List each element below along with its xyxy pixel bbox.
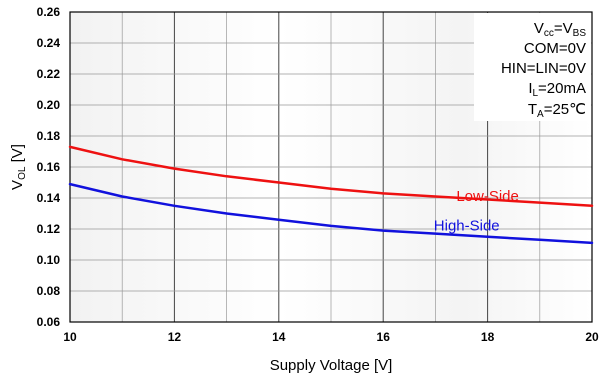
- x-axis-title: Supply Voltage [V]: [270, 357, 393, 374]
- condition-vcc-sub: cc: [544, 28, 554, 39]
- series-label-low-side: Low-Side: [456, 188, 519, 205]
- x-tick-label: 10: [63, 330, 77, 344]
- y-axis-title-unit: [V]: [9, 144, 26, 167]
- y-tick-label: 0.10: [37, 253, 61, 267]
- condition-il-text2: =20mA: [538, 80, 586, 97]
- y-axis-title: VOL [V]: [9, 144, 28, 190]
- x-tick-label: 12: [168, 330, 182, 344]
- series-group: Low-Side High-Side: [68, 145, 594, 245]
- series-line-high-side: [68, 182, 594, 245]
- x-tick-label: 20: [585, 330, 599, 344]
- y-tick-label: 0.06: [37, 315, 61, 329]
- condition-ta-sub: A: [537, 109, 544, 120]
- condition-hin: HIN=LIN=0V: [501, 60, 586, 77]
- series-label-high-side: High-Side: [434, 218, 500, 235]
- condition-vcc: Vcc=VBS: [534, 20, 586, 39]
- condition-com: COM=0V: [524, 40, 586, 57]
- x-tick-label: 14: [272, 330, 286, 344]
- series-line-low-side: [68, 145, 594, 208]
- y-tick-label: 0.20: [37, 98, 61, 112]
- conditions-box-bg: [474, 13, 591, 121]
- conditions-box: Vcc=VBS COM=0V HIN=LIN=0V IL=20mA TA=25℃: [474, 13, 591, 121]
- condition-vcc-text2: =V: [554, 20, 573, 37]
- y-axis-title-sub: OL: [17, 166, 28, 180]
- y-tick-label: 0.26: [37, 5, 61, 19]
- x-tick-label: 16: [377, 330, 391, 344]
- x-tick-labels: 10 12 14 16 18 20: [63, 330, 599, 344]
- plot-border: [69, 11, 593, 323]
- y-tick-label: 0.08: [37, 284, 61, 298]
- y-tick-label: 0.24: [37, 36, 61, 50]
- y-tick-label: 0.12: [37, 222, 61, 236]
- y-tick-label: 0.22: [37, 67, 61, 81]
- y-tick-labels: 0.06 0.08 0.10 0.12 0.14 0.16 0.18 0.20 0.22 0.24…: [37, 5, 61, 329]
- condition-ta-text2: =25℃: [544, 101, 586, 118]
- condition-il: IL=20mA: [528, 80, 586, 99]
- y-tick-label: 0.14: [37, 191, 61, 205]
- condition-ta: TA=25℃: [528, 101, 586, 120]
- x-tick-label: 18: [481, 330, 495, 344]
- y-tick-label: 0.18: [37, 129, 61, 143]
- y-tick-label: 0.16: [37, 160, 61, 174]
- condition-il-sub: L: [532, 88, 538, 99]
- condition-vcc-sub2: BS: [573, 28, 587, 39]
